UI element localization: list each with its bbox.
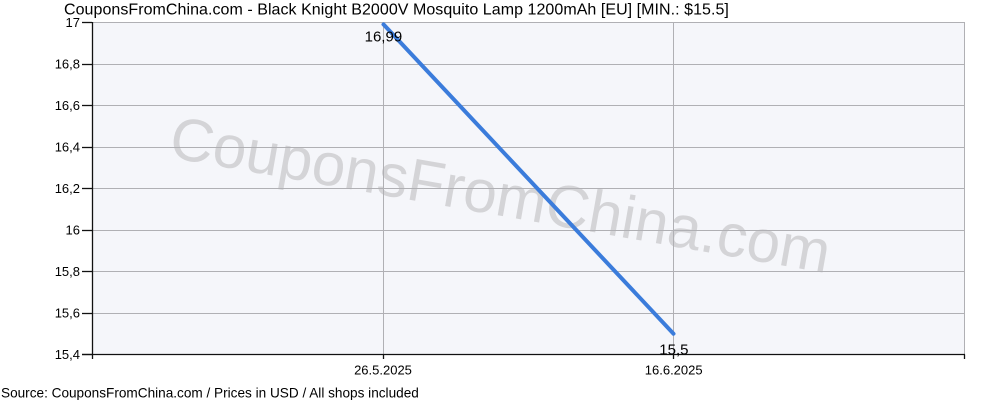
svg-text:17: 17: [66, 15, 80, 30]
svg-text:26.5.2025: 26.5.2025: [354, 363, 412, 378]
svg-text:15,5: 15,5: [659, 342, 688, 359]
svg-text:15,8: 15,8: [55, 264, 80, 279]
svg-text:16,8: 16,8: [55, 56, 80, 71]
svg-text:Source: CouponsFromChina.com /: Source: CouponsFromChina.com / Prices in…: [1, 386, 419, 400]
svg-text:16,99: 16,99: [365, 28, 403, 45]
svg-text:16,2: 16,2: [55, 181, 80, 196]
svg-text:CouponsFromChina.com - Black K: CouponsFromChina.com - Black Knight B200…: [64, 2, 729, 19]
svg-text:16.6.2025: 16.6.2025: [645, 363, 703, 378]
svg-text:15,6: 15,6: [55, 306, 80, 321]
svg-text:15,4: 15,4: [55, 347, 80, 362]
svg-text:16: 16: [66, 223, 80, 238]
svg-text:16,6: 16,6: [55, 98, 80, 113]
svg-text:16,4: 16,4: [55, 140, 80, 155]
